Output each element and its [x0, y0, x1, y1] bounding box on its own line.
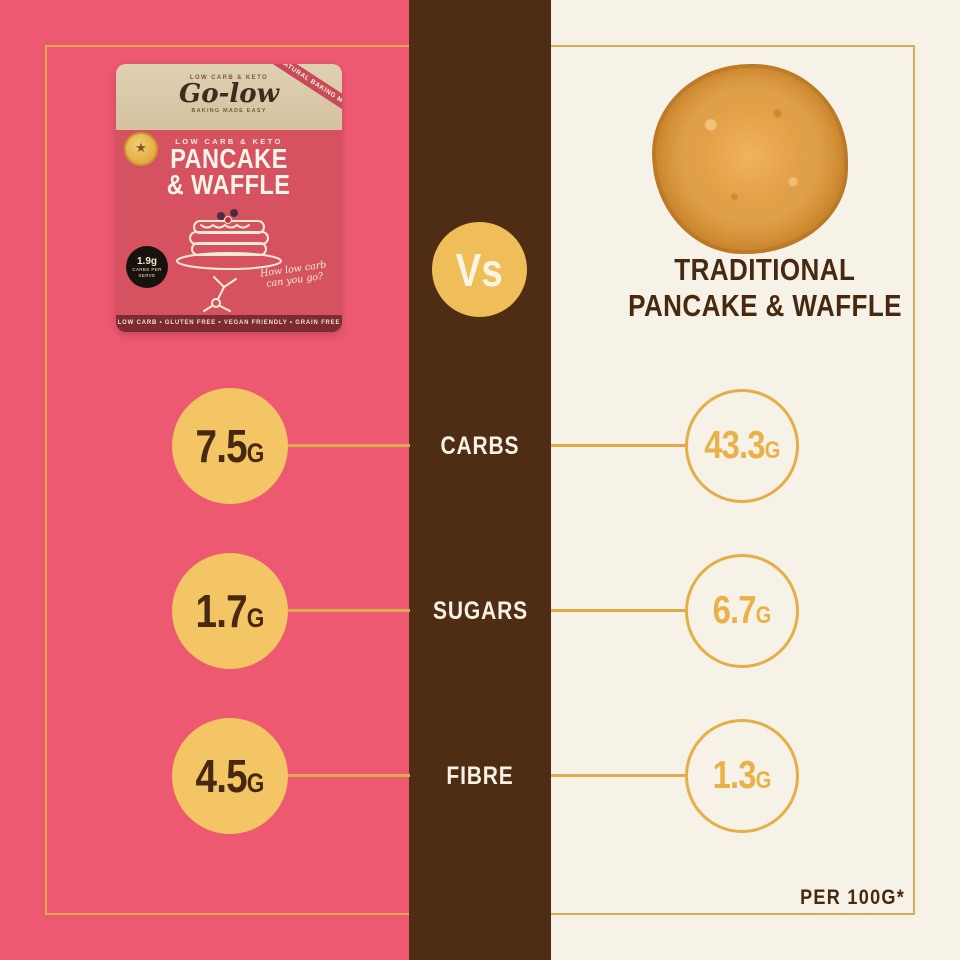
golow-fibre-value: 4.5G: [196, 749, 265, 803]
traditional-fibre-number: 1.3: [712, 754, 757, 797]
traditional-carbs-unit: G: [764, 437, 781, 464]
comparison-row-sugars: 1.7G SUGARS 6.7G: [0, 553, 960, 669]
row-label-carbs: CARBS: [409, 431, 551, 461]
traditional-carbs-number: 43.3: [703, 424, 765, 467]
golow-carbs-unit: G: [246, 438, 265, 468]
row-label-carbs-text: CARBS: [440, 432, 520, 460]
pancake-stack-illustration: [176, 209, 282, 270]
vs-badge: Vs: [432, 222, 527, 317]
golow-sugars-value: 1.7G: [196, 584, 265, 638]
connector-line-right: [551, 609, 687, 612]
golow-carbs-circle: 7.5G: [172, 388, 288, 504]
vs-badge-text: Vs: [455, 243, 504, 296]
golow-fibre-number: 4.5: [195, 750, 248, 802]
golow-fibre-circle: 4.5G: [172, 718, 288, 834]
right-column-title-line1-text: TRADITIONAL: [674, 252, 856, 287]
carbs-per-serve-value: 1.9g: [136, 256, 157, 267]
award-rosette-icon: ★: [124, 132, 158, 166]
comparison-row-carbs: 7.5G CARBS 43.3G: [0, 388, 960, 504]
right-column-title-line2-text: PANCAKE & WAFFLE: [628, 288, 902, 323]
package-footer-claims: LOW CARB • GLUTEN FREE • VEGAN FRIENDLY …: [116, 315, 342, 332]
traditional-sugars-value: 6.7G: [713, 589, 772, 633]
package-product-name-line2: & WAFFLE: [116, 169, 342, 200]
traditional-fibre-circle: 1.3G: [685, 719, 799, 833]
row-label-sugars-text: SUGARS: [432, 597, 528, 625]
golow-sugars-unit: G: [246, 603, 265, 633]
traditional-pancake-photo: [652, 64, 848, 254]
right-column-title-line2: PANCAKE & WAFFLE: [565, 288, 960, 324]
package-product-name-line2-text: & WAFFLE: [167, 169, 291, 200]
connector-line-right: [551, 444, 687, 447]
package-product-name-line1: PANCAKE: [116, 143, 342, 174]
row-label-fibre-text: FIBRE: [446, 762, 514, 790]
traditional-fibre-unit: G: [755, 767, 772, 794]
golow-product-package: LOW CARB & KETO Go-low BAKING MADE EASY …: [116, 64, 342, 332]
traditional-sugars-unit: G: [755, 602, 772, 629]
package-category: LOW CARB & KETO: [175, 137, 283, 146]
golow-fibre-unit: G: [246, 768, 265, 798]
package-brand-topline: LOW CARB & KETO: [189, 75, 269, 81]
package-kraft-top: LOW CARB & KETO Go-low BAKING MADE EASY …: [116, 64, 342, 130]
golow-sugars-number: 1.7: [195, 585, 248, 637]
traditional-sugars-number: 6.7: [712, 589, 757, 632]
connector-line-right: [551, 774, 687, 777]
golow-carbs-number: 7.5: [195, 420, 248, 472]
golow-carbs-value: 7.5G: [196, 419, 265, 473]
traditional-sugars-circle: 6.7G: [685, 554, 799, 668]
right-column-title: TRADITIONAL PANCAKE & WAFFLE: [565, 252, 960, 324]
right-column-title-line1: TRADITIONAL: [565, 252, 960, 288]
comparison-row-fibre: 4.5G FIBRE 1.3G: [0, 718, 960, 834]
carbs-per-serve-badge: 1.9g CARBS PER SERVE: [126, 246, 168, 288]
traditional-carbs-circle: 43.3G: [685, 389, 799, 503]
row-label-fibre: FIBRE: [409, 761, 551, 791]
carbs-per-serve-label: CARBS PER SERVE: [132, 267, 162, 278]
package-product-name-line1-text: PANCAKE: [170, 143, 288, 174]
per-100g-footnote: PER 100G*: [645, 886, 905, 910]
center-brown-stripe: [409, 0, 551, 960]
traditional-fibre-value: 1.3G: [713, 754, 772, 798]
traditional-carbs-value: 43.3G: [704, 424, 780, 468]
golow-sugars-circle: 1.7G: [172, 553, 288, 669]
connector-line-left: [286, 444, 410, 447]
per-100g-footnote-text: PER 100G*: [800, 886, 905, 909]
connector-line-left: [286, 774, 410, 777]
package-body: ★ LOW CARB & KETO PANCAKE & WAFFLE 1.9g …: [116, 130, 342, 332]
connector-line-left: [286, 609, 410, 612]
package-brand-subline: BAKING MADE EASY: [191, 108, 267, 114]
cartwheel-character-illustration: [203, 276, 237, 312]
brand-logo: Go-low: [179, 79, 279, 109]
row-label-sugars: SUGARS: [409, 596, 551, 626]
